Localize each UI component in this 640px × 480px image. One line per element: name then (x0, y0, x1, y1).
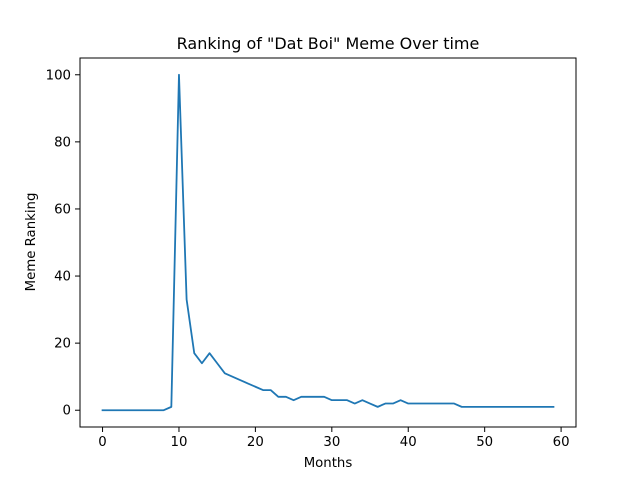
x-tick-label: 10 (171, 435, 188, 450)
y-tick-label: 40 (54, 270, 71, 285)
y-axis: 0 20 40 60 80 100 (46, 68, 80, 419)
x-tick-label: 60 (553, 435, 570, 450)
plot-area (79, 57, 577, 428)
y-tick-label: 100 (46, 68, 71, 83)
y-tick-label: 0 (63, 404, 71, 419)
plot-frame (79, 57, 577, 428)
x-axis-label: Months (304, 456, 353, 471)
series-line (101, 73, 555, 412)
y-axis-label: Meme Ranking (24, 193, 39, 292)
x-tick-label: 40 (400, 435, 417, 450)
x-axis: 0 10 20 30 40 50 60 (98, 427, 570, 450)
y-tick-label: 60 (54, 202, 71, 217)
y-tick-label: 80 (54, 135, 71, 150)
chart-title: Ranking of "Dat Boi" Meme Over time (177, 34, 480, 53)
x-tick-label: 30 (323, 435, 340, 450)
x-tick-label: 50 (476, 435, 493, 450)
x-tick-label: 20 (247, 435, 264, 450)
y-tick-label: 20 (54, 337, 71, 352)
x-tick-label: 0 (98, 435, 106, 450)
